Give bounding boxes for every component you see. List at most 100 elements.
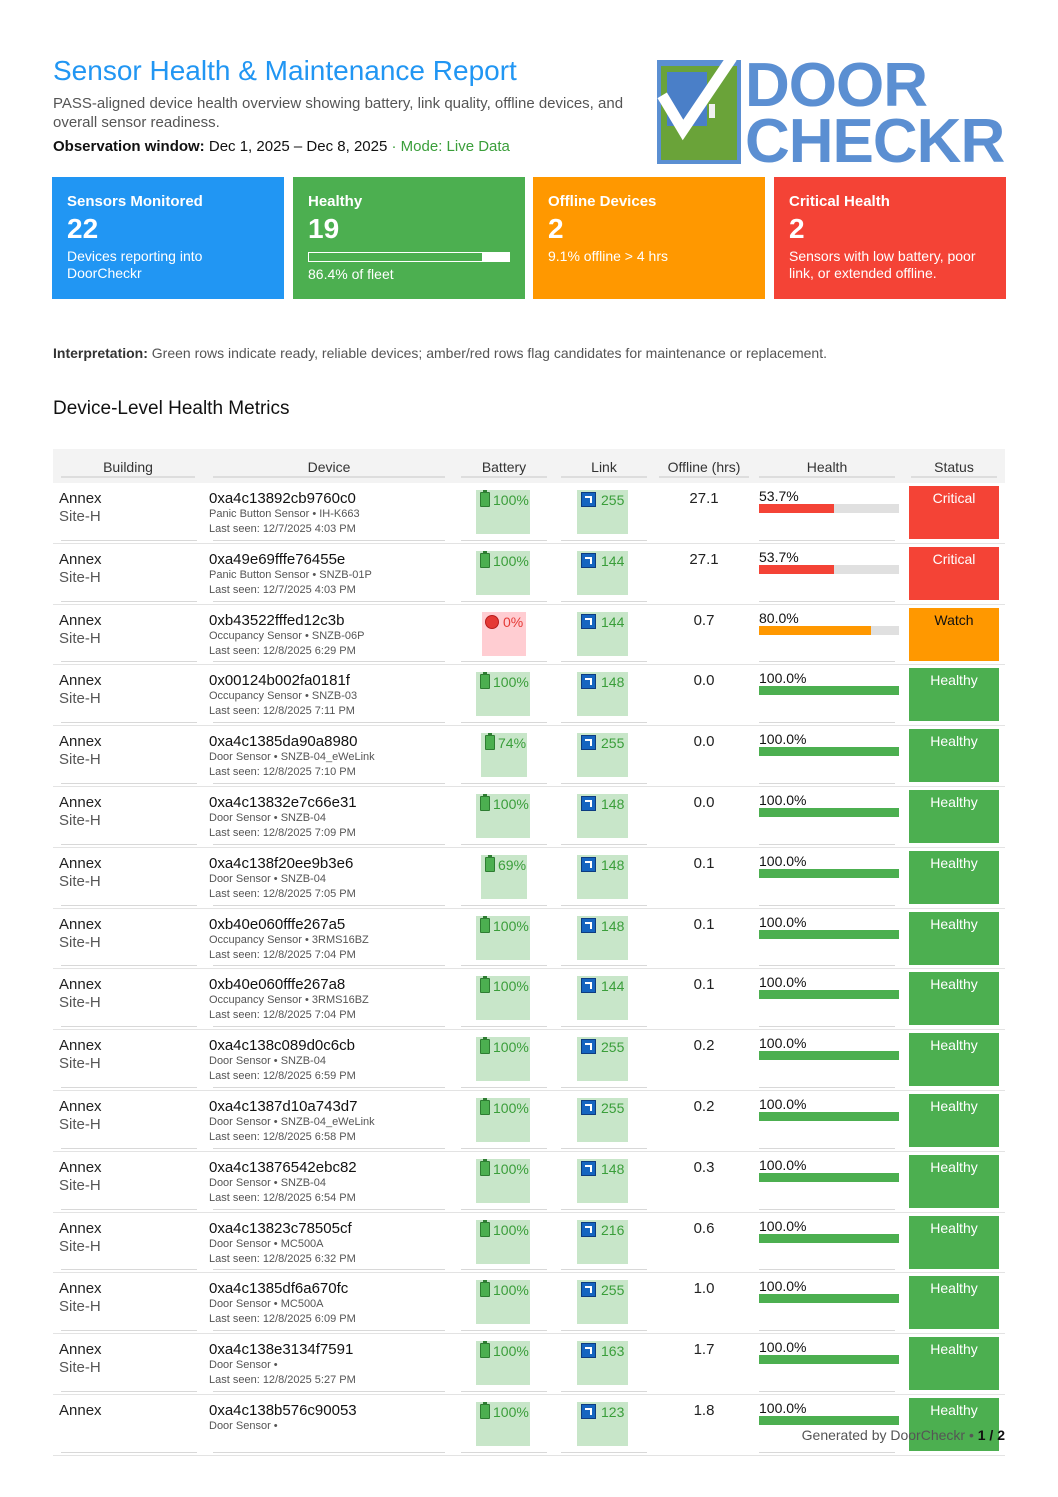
cell-underline: [461, 1208, 547, 1210]
offline-hours: 0.6: [693, 1219, 715, 1237]
card-note: 9.1% offline > 4 hrs: [548, 248, 668, 264]
cell-underline: [213, 904, 445, 906]
offline-hours: 0.7: [693, 611, 715, 629]
column-header-building: Building: [61, 459, 195, 478]
table-row: Annex Site-H 0xa4c138c089d0c6cb Door Sensor…: [53, 1030, 1005, 1091]
cell-underline: [561, 904, 647, 906]
table-body: Annex Site-H 0xa4c13892cb9760c0 Panic Butto…: [53, 483, 1005, 1456]
page-title: Sensor Health & Maintenance Report: [53, 55, 517, 86]
site-name: Site-H: [59, 690, 101, 708]
battery-icon: [480, 672, 490, 690]
link-value: 255: [601, 735, 625, 752]
signal-icon: [581, 492, 596, 507]
link-cell: 255: [577, 1280, 628, 1325]
health-cell: 100.0%: [759, 974, 899, 1000]
cell-underline: [213, 1086, 445, 1088]
building-cell: Annex Site-H: [59, 855, 102, 891]
offline-hours: 0.1: [693, 915, 715, 933]
signal-icon: [581, 1099, 596, 1115]
cell-underline: [61, 1026, 197, 1028]
table-row: Annex Site-H 0xa4c13823c78505cf Door Sensor…: [53, 1213, 1005, 1274]
offline-hours: 27.1: [689, 550, 719, 568]
health-cell: 80.0%: [759, 610, 899, 635]
device-cell: 0xa4c13832e7c66e31 Door Sensor • SNZB-04 L…: [209, 794, 357, 841]
health-bar: [759, 990, 899, 1000]
health-bar-fill: [759, 1355, 899, 1365]
cell-underline: [61, 843, 197, 845]
site-name: Site-H: [59, 1237, 101, 1255]
link-cell: 144: [577, 550, 628, 595]
table-row: Annex Site-H 0xa4c13892cb9760c0 Panic Butto…: [53, 483, 1005, 544]
device-type: Panic Button Sensor • SNZB-01P: [209, 568, 372, 581]
cell-underline: [61, 1269, 197, 1271]
table-row: Annex Site-H 0xa4c138e3134f7591 Door Sensor…: [53, 1334, 1005, 1395]
healthy-progress-bar: [308, 252, 510, 262]
card-healthy: Healthy 19 86.4% of fleet: [293, 177, 525, 299]
card-value: 19: [308, 213, 340, 244]
offline-hours: 1.8: [693, 1401, 715, 1419]
signal-icon: [581, 978, 596, 994]
cell-underline: [61, 600, 197, 602]
device-type: Door Sensor • MC500A: [209, 1298, 324, 1311]
table-row: Annex Site-H 0x00124b002fa0181f Occupancy S…: [53, 665, 1005, 727]
table-row: Annex Site-H 0xa4c1385df6a670fc Door Sensor…: [53, 1273, 1005, 1335]
device-type: Door Sensor • SNZB-04: [209, 872, 326, 885]
building-name: Annex: [59, 1037, 102, 1055]
cell-underline: [759, 1451, 895, 1453]
device-id: 0xa4c138c089d0c6cb: [209, 1037, 355, 1055]
cell-underline: [759, 782, 895, 784]
last-seen: Last seen: 12/8/2025 7:04 PM: [209, 948, 356, 961]
health-cell: 100.0%: [759, 731, 899, 757]
device-id: 0xa4c1385da90a8980: [209, 733, 358, 751]
health-bar-fill: [759, 625, 871, 635]
device-id: 0xb40e060fffe267a8: [209, 976, 346, 994]
column-header-device: Device: [213, 459, 445, 478]
card-sensors-monitored: Sensors Monitored 22 Devices reporting i…: [52, 177, 284, 299]
cell-underline: [759, 661, 895, 663]
offline-hours: 0.0: [693, 672, 715, 690]
health-bar: [759, 504, 899, 513]
health-bar-fill: [759, 929, 899, 939]
cell-underline: [461, 539, 547, 541]
device-cell: 0xb40e060fffe267a8 Occupancy Sensor • 3RM…: [209, 976, 369, 1023]
device-id: 0xa4c138e3134f7591: [209, 1341, 354, 1359]
health-cell: 53.7%: [759, 549, 899, 574]
last-seen: Last seen: 12/8/2025 6:09 PM: [209, 1313, 356, 1326]
battery-icon: [480, 1097, 490, 1115]
card-label: Healthy: [308, 193, 363, 210]
battery-value: 100%: [493, 978, 529, 995]
device-id: 0xa4c138b576c90053: [209, 1401, 357, 1419]
table-row: Annex Site-H 0xa4c13832e7c66e31 Door Sensor…: [53, 787, 1005, 848]
device-type: Occupancy Sensor • 3RMS16BZ: [209, 933, 369, 946]
cell-underline: [759, 904, 895, 906]
site-name: Site-H: [59, 568, 101, 586]
doorcheckr-logo: DOOR CHECKR: [655, 51, 1005, 176]
status-badge: Healthy: [909, 1337, 999, 1391]
cell-underline: [759, 1208, 895, 1210]
building-name: Annex: [59, 1158, 102, 1176]
offline-hours: 0.3: [693, 1158, 715, 1176]
health-bar: [759, 1172, 899, 1182]
link-cell: 144: [577, 611, 628, 656]
cell-underline: [461, 1086, 547, 1088]
health-cell: 100.0%: [759, 670, 899, 696]
site-name: Site-H: [59, 1359, 101, 1377]
link-cell: 163: [577, 1341, 628, 1386]
card-note: Devices reporting into DoorCheckr: [67, 248, 203, 281]
link-cell: 144: [577, 976, 628, 1021]
status-badge: Healthy: [909, 789, 999, 843]
last-seen: Last seen: 12/8/2025 6:54 PM: [209, 1191, 356, 1204]
status-badge: Healthy: [909, 850, 999, 904]
column-header-link: Link: [561, 459, 647, 478]
cell-underline: [61, 1451, 197, 1453]
battery-value: 100%: [493, 1403, 529, 1420]
cell-underline: [61, 965, 197, 967]
signal-icon: [581, 795, 596, 811]
battery-value: 100%: [493, 1099, 529, 1116]
site-name: Site-H: [59, 1298, 101, 1316]
link-value: 148: [601, 856, 625, 873]
signal-icon: [581, 1403, 596, 1419]
building-cell: Annex Site-H: [59, 490, 102, 526]
battery-cell: 100%: [476, 550, 530, 595]
column-header-health: Health: [759, 459, 895, 478]
